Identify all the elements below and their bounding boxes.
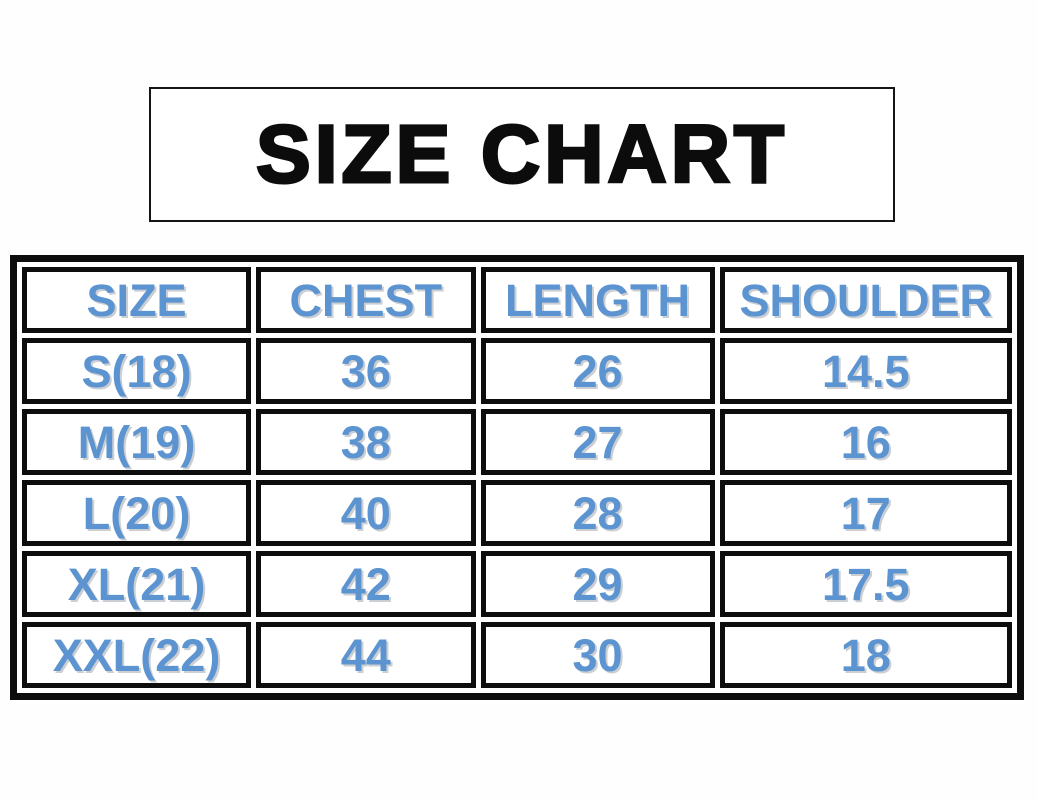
shoulder-value-cell: 14.5 bbox=[719, 338, 1012, 404]
length-value-cell: 30 bbox=[480, 622, 715, 688]
chest-value-cell: 36 bbox=[256, 338, 476, 404]
shoulder-value-cell: 16 bbox=[719, 409, 1012, 475]
size-chart-table: SIZE CHEST LENGTH SHOULDER S(18) 36 26 1… bbox=[10, 255, 1024, 700]
table-row: L(20) 40 28 17 bbox=[22, 480, 1012, 546]
length-value-cell: 27 bbox=[480, 409, 715, 475]
table-row: XL(21) 42 29 17.5 bbox=[22, 551, 1012, 617]
chest-value-cell: 42 bbox=[256, 551, 476, 617]
size-label-cell: XL(21) bbox=[22, 551, 252, 617]
header-row: SIZE CHEST LENGTH SHOULDER bbox=[22, 267, 1012, 333]
header-cell-size: SIZE bbox=[22, 267, 252, 333]
size-label-cell: XXL(22) bbox=[22, 622, 252, 688]
length-value-cell: 29 bbox=[480, 551, 715, 617]
size-label-cell: L(20) bbox=[22, 480, 252, 546]
size-label-cell: M(19) bbox=[22, 409, 252, 475]
length-value-cell: 26 bbox=[480, 338, 715, 404]
page-title: SIZE CHART bbox=[255, 108, 788, 200]
table-row: S(18) 36 26 14.5 bbox=[22, 338, 1012, 404]
size-label-cell: S(18) bbox=[22, 338, 252, 404]
chest-value-cell: 44 bbox=[256, 622, 476, 688]
shoulder-value-cell: 17 bbox=[719, 480, 1012, 546]
title-box: SIZE CHART bbox=[149, 87, 895, 222]
header-cell-shoulder: SHOULDER bbox=[719, 267, 1012, 333]
header-cell-chest: CHEST bbox=[256, 267, 476, 333]
table-row: XXL(22) 44 30 18 bbox=[22, 622, 1012, 688]
chest-value-cell: 40 bbox=[256, 480, 476, 546]
shoulder-value-cell: 17.5 bbox=[719, 551, 1012, 617]
length-value-cell: 28 bbox=[480, 480, 715, 546]
shoulder-value-cell: 18 bbox=[719, 622, 1012, 688]
chest-value-cell: 38 bbox=[256, 409, 476, 475]
table-row: M(19) 38 27 16 bbox=[22, 409, 1012, 475]
header-cell-length: LENGTH bbox=[480, 267, 715, 333]
